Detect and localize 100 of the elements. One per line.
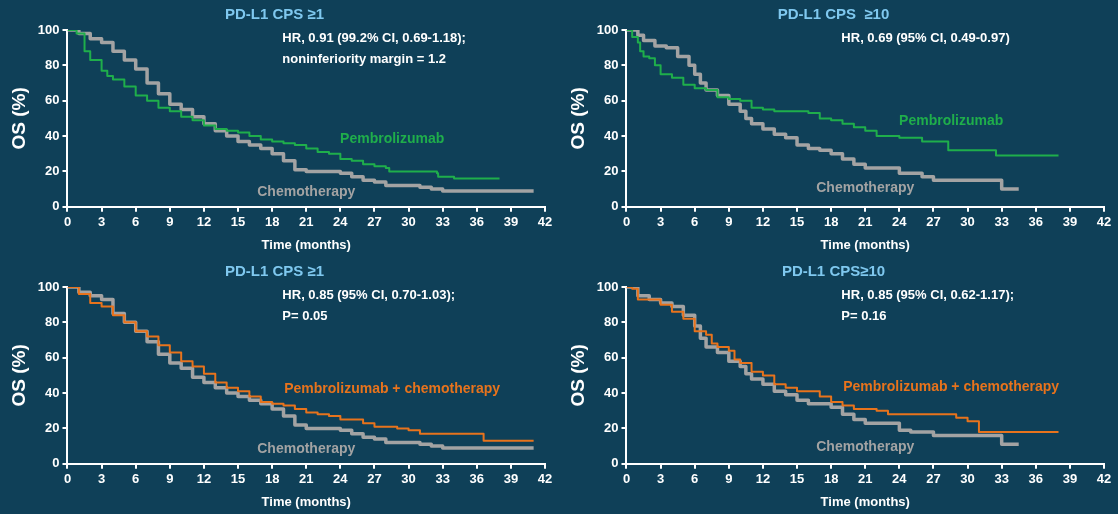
x-tick-label: 42 <box>537 471 553 487</box>
x-tick-label: 39 <box>1062 214 1078 230</box>
x-tick-label: 42 <box>1096 471 1112 487</box>
y-tick-label: 20 <box>604 420 619 436</box>
x-tick-label: 9 <box>166 471 174 487</box>
y-tick-label: 100 <box>596 21 619 37</box>
y-tick-label: 20 <box>45 420 60 436</box>
x-tick-label: 36 <box>1028 471 1044 487</box>
y-tick-label: 80 <box>604 313 619 329</box>
series-label: Chemotherapy <box>257 182 356 199</box>
x-tick-label: 15 <box>789 214 805 230</box>
x-tick-label: 30 <box>401 471 416 487</box>
x-tick-label: 21 <box>858 471 873 487</box>
x-tick-label: 6 <box>691 471 699 487</box>
y-axis-title: OS (%) <box>566 87 588 150</box>
x-tick-label: 12 <box>755 471 771 487</box>
y-tick-label: 0 <box>611 455 619 471</box>
y-tick-label: 0 <box>611 198 619 214</box>
y-tick-label: 40 <box>45 127 60 143</box>
annotation: noninferiority margin = 1.2 <box>282 51 446 67</box>
x-tick-label: 39 <box>503 471 519 487</box>
x-tick-label: 0 <box>622 471 631 487</box>
series-label: Chemotherapy <box>257 439 356 456</box>
annotation: HR, 0.85 (95% CI, 0.62-1.17); <box>841 287 1015 303</box>
series-label: Pembrolizumab <box>340 129 445 146</box>
annotation: HR, 0.69 (95% CI, 0.49-0.97) <box>841 30 1010 46</box>
x-tick-label: 33 <box>435 471 450 487</box>
x-tick-label: 18 <box>823 214 839 230</box>
y-tick-label: 80 <box>604 56 619 72</box>
x-axis-title: Time (months) <box>261 493 351 509</box>
x-axis-title: Time (months) <box>261 236 351 252</box>
y-tick-label: 100 <box>37 278 60 294</box>
x-tick-label: 6 <box>691 214 699 230</box>
x-tick-label: 24 <box>892 214 908 230</box>
x-tick-label: 15 <box>230 471 246 487</box>
x-tick-label: 24 <box>892 471 908 487</box>
x-tick-label: 3 <box>97 471 106 487</box>
series-label: Pembrolizumab + chemotherapy <box>843 377 1060 394</box>
chart-title: PD-L1 CPS≥10 <box>781 262 886 280</box>
x-tick-label: 36 <box>469 471 485 487</box>
x-tick-label: 21 <box>299 471 314 487</box>
x-tick-label: 12 <box>196 214 212 230</box>
x-tick-label: 6 <box>132 471 140 487</box>
y-tick-label: 80 <box>45 313 60 329</box>
x-tick-label: 42 <box>1096 214 1112 230</box>
x-tick-label: 27 <box>926 471 941 487</box>
x-tick-label: 33 <box>994 471 1009 487</box>
x-tick-label: 39 <box>503 214 519 230</box>
y-axis-title: OS (%) <box>7 87 29 150</box>
x-tick-label: 36 <box>469 214 485 230</box>
y-axis-title: OS (%) <box>7 344 29 407</box>
x-axis-title: Time (months) <box>820 236 910 252</box>
x-tick-label: 21 <box>299 214 314 230</box>
x-tick-label: 24 <box>333 471 349 487</box>
x-tick-label: 27 <box>926 214 941 230</box>
x-tick-label: 9 <box>725 214 733 230</box>
x-tick-label: 0 <box>63 214 72 230</box>
x-tick-label: 6 <box>132 214 140 230</box>
y-tick-label: 60 <box>604 92 619 108</box>
x-tick-label: 30 <box>401 214 416 230</box>
series-label: Pembrolizumab + chemotherapy <box>284 379 501 396</box>
x-tick-label: 30 <box>960 214 975 230</box>
chart-title: PD-L1 CPS ≥1 <box>224 262 325 280</box>
x-tick-label: 18 <box>264 471 280 487</box>
y-tick-label: 100 <box>37 21 60 37</box>
x-tick-label: 9 <box>166 214 174 230</box>
x-tick-label: 39 <box>1062 471 1078 487</box>
x-tick-label: 3 <box>656 214 665 230</box>
x-tick-label: 27 <box>367 214 382 230</box>
x-tick-label: 36 <box>1028 214 1044 230</box>
x-tick-label: 3 <box>97 214 106 230</box>
y-tick-label: 20 <box>604 163 619 179</box>
x-tick-label: 9 <box>725 471 733 487</box>
annotation: P= 0.16 <box>841 308 887 324</box>
y-tick-label: 0 <box>52 198 60 214</box>
x-tick-label: 21 <box>858 214 873 230</box>
x-tick-label: 0 <box>63 471 72 487</box>
y-tick-label: 80 <box>45 56 60 72</box>
chart-title: PD-L1 CPS ≥1 <box>224 5 325 23</box>
y-tick-label: 100 <box>596 278 619 294</box>
x-tick-label: 18 <box>823 471 839 487</box>
y-tick-label: 60 <box>604 349 619 365</box>
y-tick-label: 40 <box>45 384 60 400</box>
x-tick-label: 33 <box>435 214 450 230</box>
x-tick-label: 3 <box>656 471 665 487</box>
annotation: P= 0.05 <box>282 308 328 324</box>
x-axis-title: Time (months) <box>820 493 910 509</box>
series-label: Chemotherapy <box>816 437 915 454</box>
x-tick-label: 15 <box>230 214 246 230</box>
x-tick-label: 18 <box>264 214 280 230</box>
series-label: Chemotherapy <box>816 179 915 196</box>
x-tick-label: 27 <box>367 471 382 487</box>
x-tick-label: 30 <box>960 471 975 487</box>
x-tick-label: 24 <box>333 214 349 230</box>
y-axis-title: OS (%) <box>566 344 588 407</box>
annotation: HR, 0.85 (95% CI, 0.70-1.03); <box>282 287 456 303</box>
x-tick-label: 33 <box>994 214 1009 230</box>
y-tick-label: 20 <box>45 163 60 179</box>
chart-title: PD-L1 CPS ≥10 <box>777 5 890 23</box>
x-tick-label: 42 <box>537 214 553 230</box>
